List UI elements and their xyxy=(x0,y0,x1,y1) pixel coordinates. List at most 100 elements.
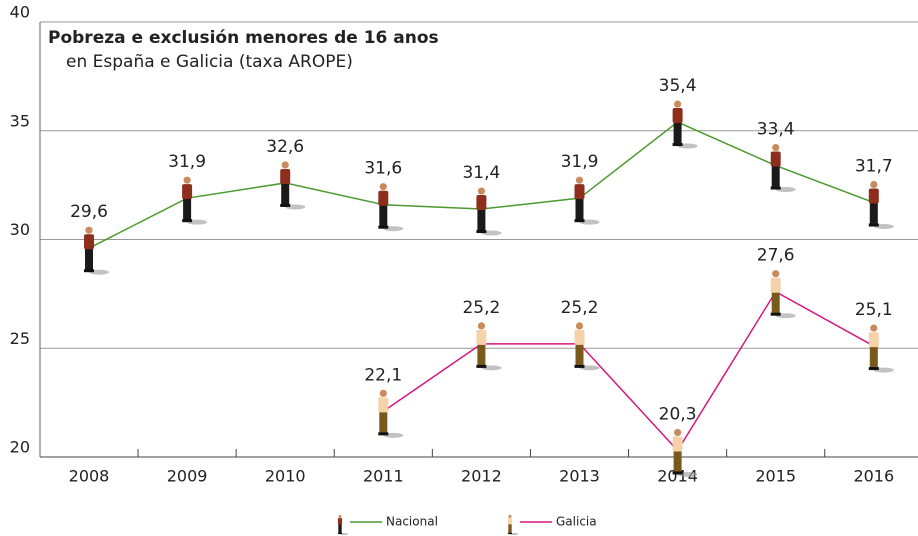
torso xyxy=(378,397,389,413)
legs xyxy=(183,198,192,221)
x-tick-label: 2009 xyxy=(167,467,208,486)
legs xyxy=(477,209,486,232)
torso xyxy=(476,195,487,211)
head xyxy=(281,161,289,169)
y-tick-label: 25 xyxy=(10,329,30,348)
torso xyxy=(84,234,94,250)
shoes xyxy=(868,367,879,371)
x-tick-label: 2008 xyxy=(69,467,110,486)
point-figure xyxy=(868,180,894,230)
torso xyxy=(868,188,879,204)
x-tick-label: 2013 xyxy=(559,467,600,486)
legs xyxy=(85,248,93,271)
shoes xyxy=(770,312,781,316)
data-label: 33,4 xyxy=(757,120,795,140)
head xyxy=(772,270,780,278)
head xyxy=(772,143,780,152)
data-label: 25,1 xyxy=(855,300,893,320)
head xyxy=(674,100,682,108)
shoes xyxy=(280,203,291,207)
data-label: 22,1 xyxy=(364,365,402,385)
chart-title: Pobreza e exclusión menores de 16 anos xyxy=(48,28,439,48)
shoes xyxy=(476,230,487,234)
point-figure xyxy=(574,176,600,225)
legs xyxy=(673,122,682,145)
data-label: 31,9 xyxy=(168,152,206,172)
legend-icon xyxy=(507,514,519,536)
legs xyxy=(869,202,878,225)
torso xyxy=(770,277,781,293)
data-label: 31,6 xyxy=(364,159,402,179)
x-tick-label: 2015 xyxy=(755,467,796,486)
series-line xyxy=(382,290,875,452)
legs xyxy=(379,204,388,227)
point-figure xyxy=(672,100,698,149)
head xyxy=(575,176,584,184)
x-tick-label: 2016 xyxy=(853,467,894,486)
x-tick-label: 2012 xyxy=(461,467,502,486)
point-figure xyxy=(770,270,796,319)
legs xyxy=(338,524,342,534)
y-tick-label: 35 xyxy=(10,111,30,130)
shoes xyxy=(507,532,513,535)
data-label: 25,2 xyxy=(561,298,599,318)
x-tick-label: 2010 xyxy=(265,467,306,486)
shoes xyxy=(574,364,585,368)
data-label: 32,6 xyxy=(266,137,304,157)
legs xyxy=(281,182,290,205)
point-figure xyxy=(476,322,502,371)
head xyxy=(477,322,485,330)
legs xyxy=(575,198,584,221)
shoes xyxy=(672,143,683,147)
torso xyxy=(574,329,585,345)
y-tick-label: 40 xyxy=(10,3,30,22)
torso xyxy=(337,518,343,525)
shoes xyxy=(84,269,94,273)
head xyxy=(674,428,682,437)
torso xyxy=(182,184,193,200)
shoes xyxy=(672,471,683,475)
head xyxy=(477,187,485,195)
shoes xyxy=(574,219,585,223)
point-figure xyxy=(280,161,306,210)
legs xyxy=(869,346,878,369)
head xyxy=(338,514,342,518)
head xyxy=(508,514,512,518)
shoes xyxy=(868,223,879,227)
point-figure xyxy=(378,389,404,438)
torso xyxy=(476,329,487,345)
data-label: 25,2 xyxy=(462,298,500,318)
head xyxy=(575,322,584,330)
head xyxy=(870,180,878,189)
point-figure xyxy=(574,322,600,371)
legs xyxy=(771,165,780,188)
head xyxy=(379,183,387,191)
point-figure xyxy=(672,428,698,477)
legs xyxy=(508,524,512,534)
torso xyxy=(378,190,389,206)
head xyxy=(183,176,191,184)
legs xyxy=(771,291,780,314)
legs xyxy=(575,343,584,366)
point-figure xyxy=(182,176,208,225)
shoes xyxy=(476,364,487,368)
data-label: 31,7 xyxy=(855,157,893,177)
chart-subtitle: en España e Galicia (taxa AROPE) xyxy=(66,52,353,72)
data-label: 31,9 xyxy=(561,152,599,172)
head xyxy=(85,226,93,234)
x-tick-label: 2011 xyxy=(363,467,404,486)
point-figure xyxy=(770,143,796,193)
legend-label: Galicia xyxy=(556,515,597,529)
torso xyxy=(574,184,585,200)
head xyxy=(379,389,387,397)
point-figure xyxy=(476,187,502,236)
data-label: 29,6 xyxy=(70,202,108,222)
point-figure xyxy=(84,226,109,275)
shoes xyxy=(182,219,193,223)
legend-label: Nacional xyxy=(386,515,438,529)
legs xyxy=(673,450,682,473)
shoes xyxy=(378,432,389,436)
data-label: 27,6 xyxy=(757,246,795,266)
point-figure xyxy=(378,183,404,232)
